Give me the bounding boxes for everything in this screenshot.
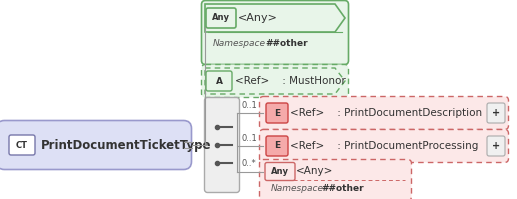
Text: Namespace: Namespace bbox=[213, 38, 266, 48]
Text: <Any>: <Any> bbox=[238, 13, 278, 23]
FancyBboxPatch shape bbox=[9, 135, 35, 155]
FancyBboxPatch shape bbox=[260, 130, 509, 163]
Text: <Any>: <Any> bbox=[296, 167, 333, 177]
Text: +: + bbox=[492, 108, 500, 118]
FancyBboxPatch shape bbox=[205, 98, 239, 192]
Text: E: E bbox=[274, 141, 280, 150]
Text: ##other: ##other bbox=[321, 184, 363, 193]
FancyBboxPatch shape bbox=[202, 64, 348, 98]
Text: 0..1: 0..1 bbox=[241, 101, 257, 110]
Text: 0..1: 0..1 bbox=[241, 134, 257, 143]
Text: A: A bbox=[216, 76, 222, 86]
Text: <Ref>    : MustHonor: <Ref> : MustHonor bbox=[235, 76, 346, 86]
Text: <Ref>    : PrintDocumentDescription: <Ref> : PrintDocumentDescription bbox=[290, 108, 482, 118]
Text: +: + bbox=[492, 141, 500, 151]
FancyBboxPatch shape bbox=[487, 103, 505, 123]
Text: E: E bbox=[274, 108, 280, 117]
FancyBboxPatch shape bbox=[266, 136, 288, 156]
FancyBboxPatch shape bbox=[206, 8, 236, 28]
FancyBboxPatch shape bbox=[0, 121, 191, 170]
FancyBboxPatch shape bbox=[260, 97, 509, 130]
Text: 0..*: 0..* bbox=[241, 160, 256, 169]
FancyBboxPatch shape bbox=[260, 160, 412, 199]
FancyBboxPatch shape bbox=[206, 71, 232, 91]
Text: CT: CT bbox=[16, 140, 28, 149]
Polygon shape bbox=[205, 4, 345, 32]
Text: Namespace: Namespace bbox=[271, 184, 324, 193]
FancyBboxPatch shape bbox=[202, 1, 348, 64]
Polygon shape bbox=[205, 68, 345, 94]
FancyBboxPatch shape bbox=[487, 136, 505, 156]
FancyBboxPatch shape bbox=[266, 103, 288, 123]
Text: Any: Any bbox=[271, 167, 289, 176]
Text: PrintDocumentTicketType: PrintDocumentTicketType bbox=[41, 139, 211, 151]
Text: Any: Any bbox=[212, 14, 230, 22]
Text: <Ref>    : PrintDocumentProcessing: <Ref> : PrintDocumentProcessing bbox=[290, 141, 478, 151]
Text: ##other: ##other bbox=[265, 38, 308, 48]
FancyBboxPatch shape bbox=[265, 163, 295, 180]
